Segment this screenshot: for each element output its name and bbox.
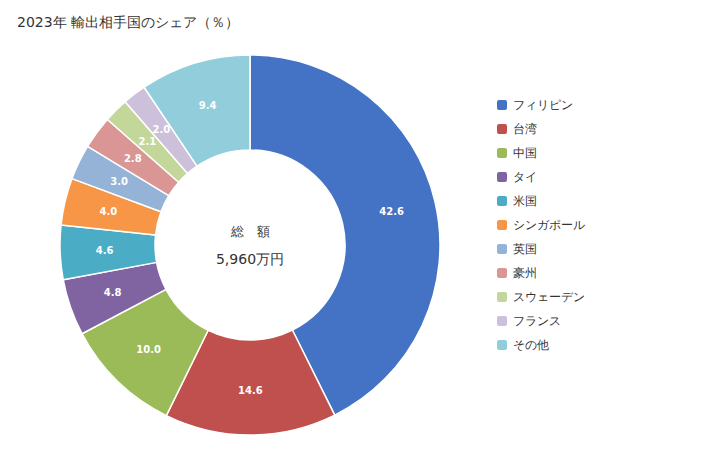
svg-text:中国: 中国: [513, 146, 537, 160]
svg-text:米国: 米国: [513, 194, 537, 208]
svg-text:2023年 輸出相手国のシェア（％）: 2023年 輸出相手国のシェア（％）: [17, 14, 239, 30]
svg-text:シンガポール: シンガポール: [513, 218, 585, 232]
svg-text:3.0: 3.0: [110, 176, 128, 187]
svg-text:4.6: 4.6: [96, 245, 114, 256]
svg-text:4.0: 4.0: [100, 206, 118, 217]
svg-text:台湾: 台湾: [513, 122, 537, 136]
svg-text:9.4: 9.4: [199, 100, 217, 111]
svg-text:総 額: 総 額: [230, 224, 270, 239]
svg-text:英国: 英国: [513, 242, 537, 256]
svg-text:2.8: 2.8: [124, 153, 142, 164]
svg-text:スウェーデン: スウェーデン: [513, 290, 585, 304]
svg-text:42.6: 42.6: [379, 206, 404, 217]
svg-text:4.8: 4.8: [104, 287, 122, 298]
svg-text:2.0: 2.0: [153, 124, 171, 135]
svg-text:その他: その他: [513, 338, 549, 352]
svg-text:豪州: 豪州: [513, 266, 537, 280]
svg-text:フランス: フランス: [513, 314, 561, 328]
svg-text:タイ: タイ: [513, 170, 537, 184]
svg-text:14.6: 14.6: [238, 385, 263, 396]
svg-text:5,960万円: 5,960万円: [216, 251, 284, 267]
svg-text:2.1: 2.1: [138, 136, 156, 147]
svg-text:フィリピン: フィリピン: [513, 98, 573, 112]
svg-text:10.0: 10.0: [136, 344, 161, 355]
